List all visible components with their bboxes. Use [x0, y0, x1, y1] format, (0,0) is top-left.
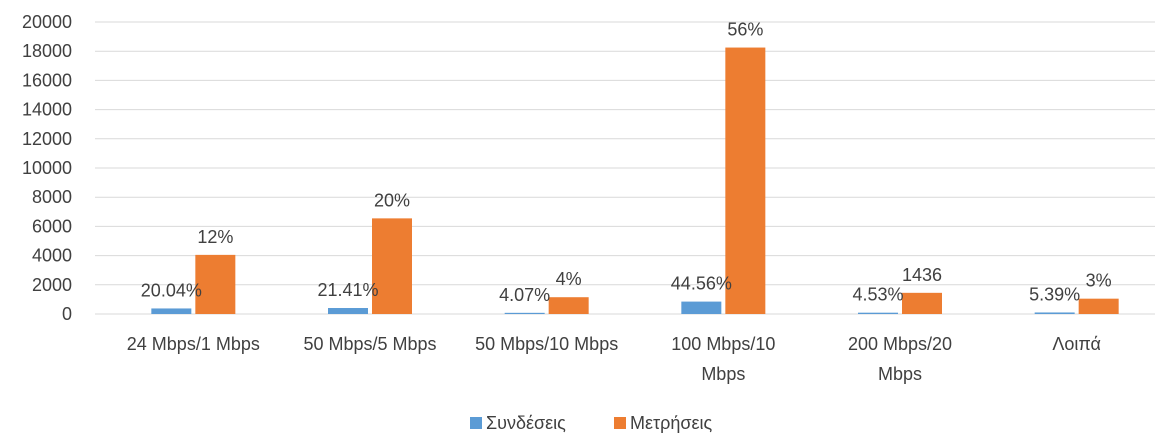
x-category-label: Mbps [701, 364, 745, 384]
y-tick-label: 8000 [32, 187, 72, 207]
data-label: 56% [727, 20, 763, 40]
legend-label: Μετρήσεις [630, 413, 713, 433]
legend-label: Συνδέσεις [486, 413, 566, 433]
legend: Συνδέσεις Μετρήσεις [470, 413, 713, 433]
data-label: 4.07% [499, 285, 550, 305]
x-category-label: 24 Mbps/1 Mbps [127, 334, 260, 354]
data-label: 20.04% [141, 280, 202, 300]
y-tick-label: 2000 [32, 275, 72, 295]
bar-connections [681, 301, 722, 314]
bar-connections [858, 312, 898, 314]
bar-connections [328, 308, 368, 314]
x-category-label: 200 Mbps/20 [848, 334, 952, 354]
y-tick-label: 6000 [32, 216, 72, 236]
x-category-label: Mbps [878, 364, 922, 384]
data-label: 3% [1086, 271, 1112, 291]
y-tick-label: 10000 [22, 158, 72, 178]
x-category-label: 100 Mbps/10 [671, 334, 775, 354]
data-label: 4.53% [852, 285, 903, 305]
data-label: 20% [374, 190, 410, 210]
data-labels: 20.04% 21.41% 4.07% 44.56% 4.53% 5.39% 12% 20% 4… [141, 20, 1112, 305]
legend-swatch [470, 417, 482, 429]
gridlines [95, 21, 1155, 315]
bar-connections [151, 308, 192, 314]
bar-measurements [548, 297, 589, 314]
axes: 0 2000 4000 6000 8000 10000 12000 14000 16000 180… [22, 12, 1101, 384]
y-tick-label: 20000 [22, 12, 72, 32]
data-label: 44.56% [671, 274, 732, 294]
y-tick-label: 12000 [22, 129, 72, 149]
bar-measurements [372, 218, 412, 314]
y-tick-label: 0 [62, 304, 72, 324]
x-category-label: 50 Mbps/10 Mbps [475, 334, 618, 354]
data-label: 21.41% [317, 280, 378, 300]
bar-connections [1034, 312, 1075, 314]
bar-measurements [195, 254, 236, 314]
bar-measurements [725, 47, 766, 315]
data-label: 4% [556, 269, 582, 289]
legend-swatch [614, 417, 626, 429]
x-category-label: Λοιπά [1052, 334, 1101, 354]
bars [151, 47, 1119, 315]
bar-connections [504, 312, 545, 314]
data-label: 12% [197, 227, 233, 247]
y-tick-label: 18000 [22, 41, 72, 61]
y-tick-label: 4000 [32, 246, 72, 266]
x-category-label: 50 Mbps/5 Mbps [303, 334, 436, 354]
bar-measurements [1078, 298, 1119, 314]
data-label: 5.39% [1029, 284, 1080, 304]
y-tick-label: 16000 [22, 70, 72, 90]
data-label: 1436 [902, 265, 942, 285]
y-tick-label: 14000 [22, 100, 72, 120]
bar-measurements [902, 292, 942, 314]
